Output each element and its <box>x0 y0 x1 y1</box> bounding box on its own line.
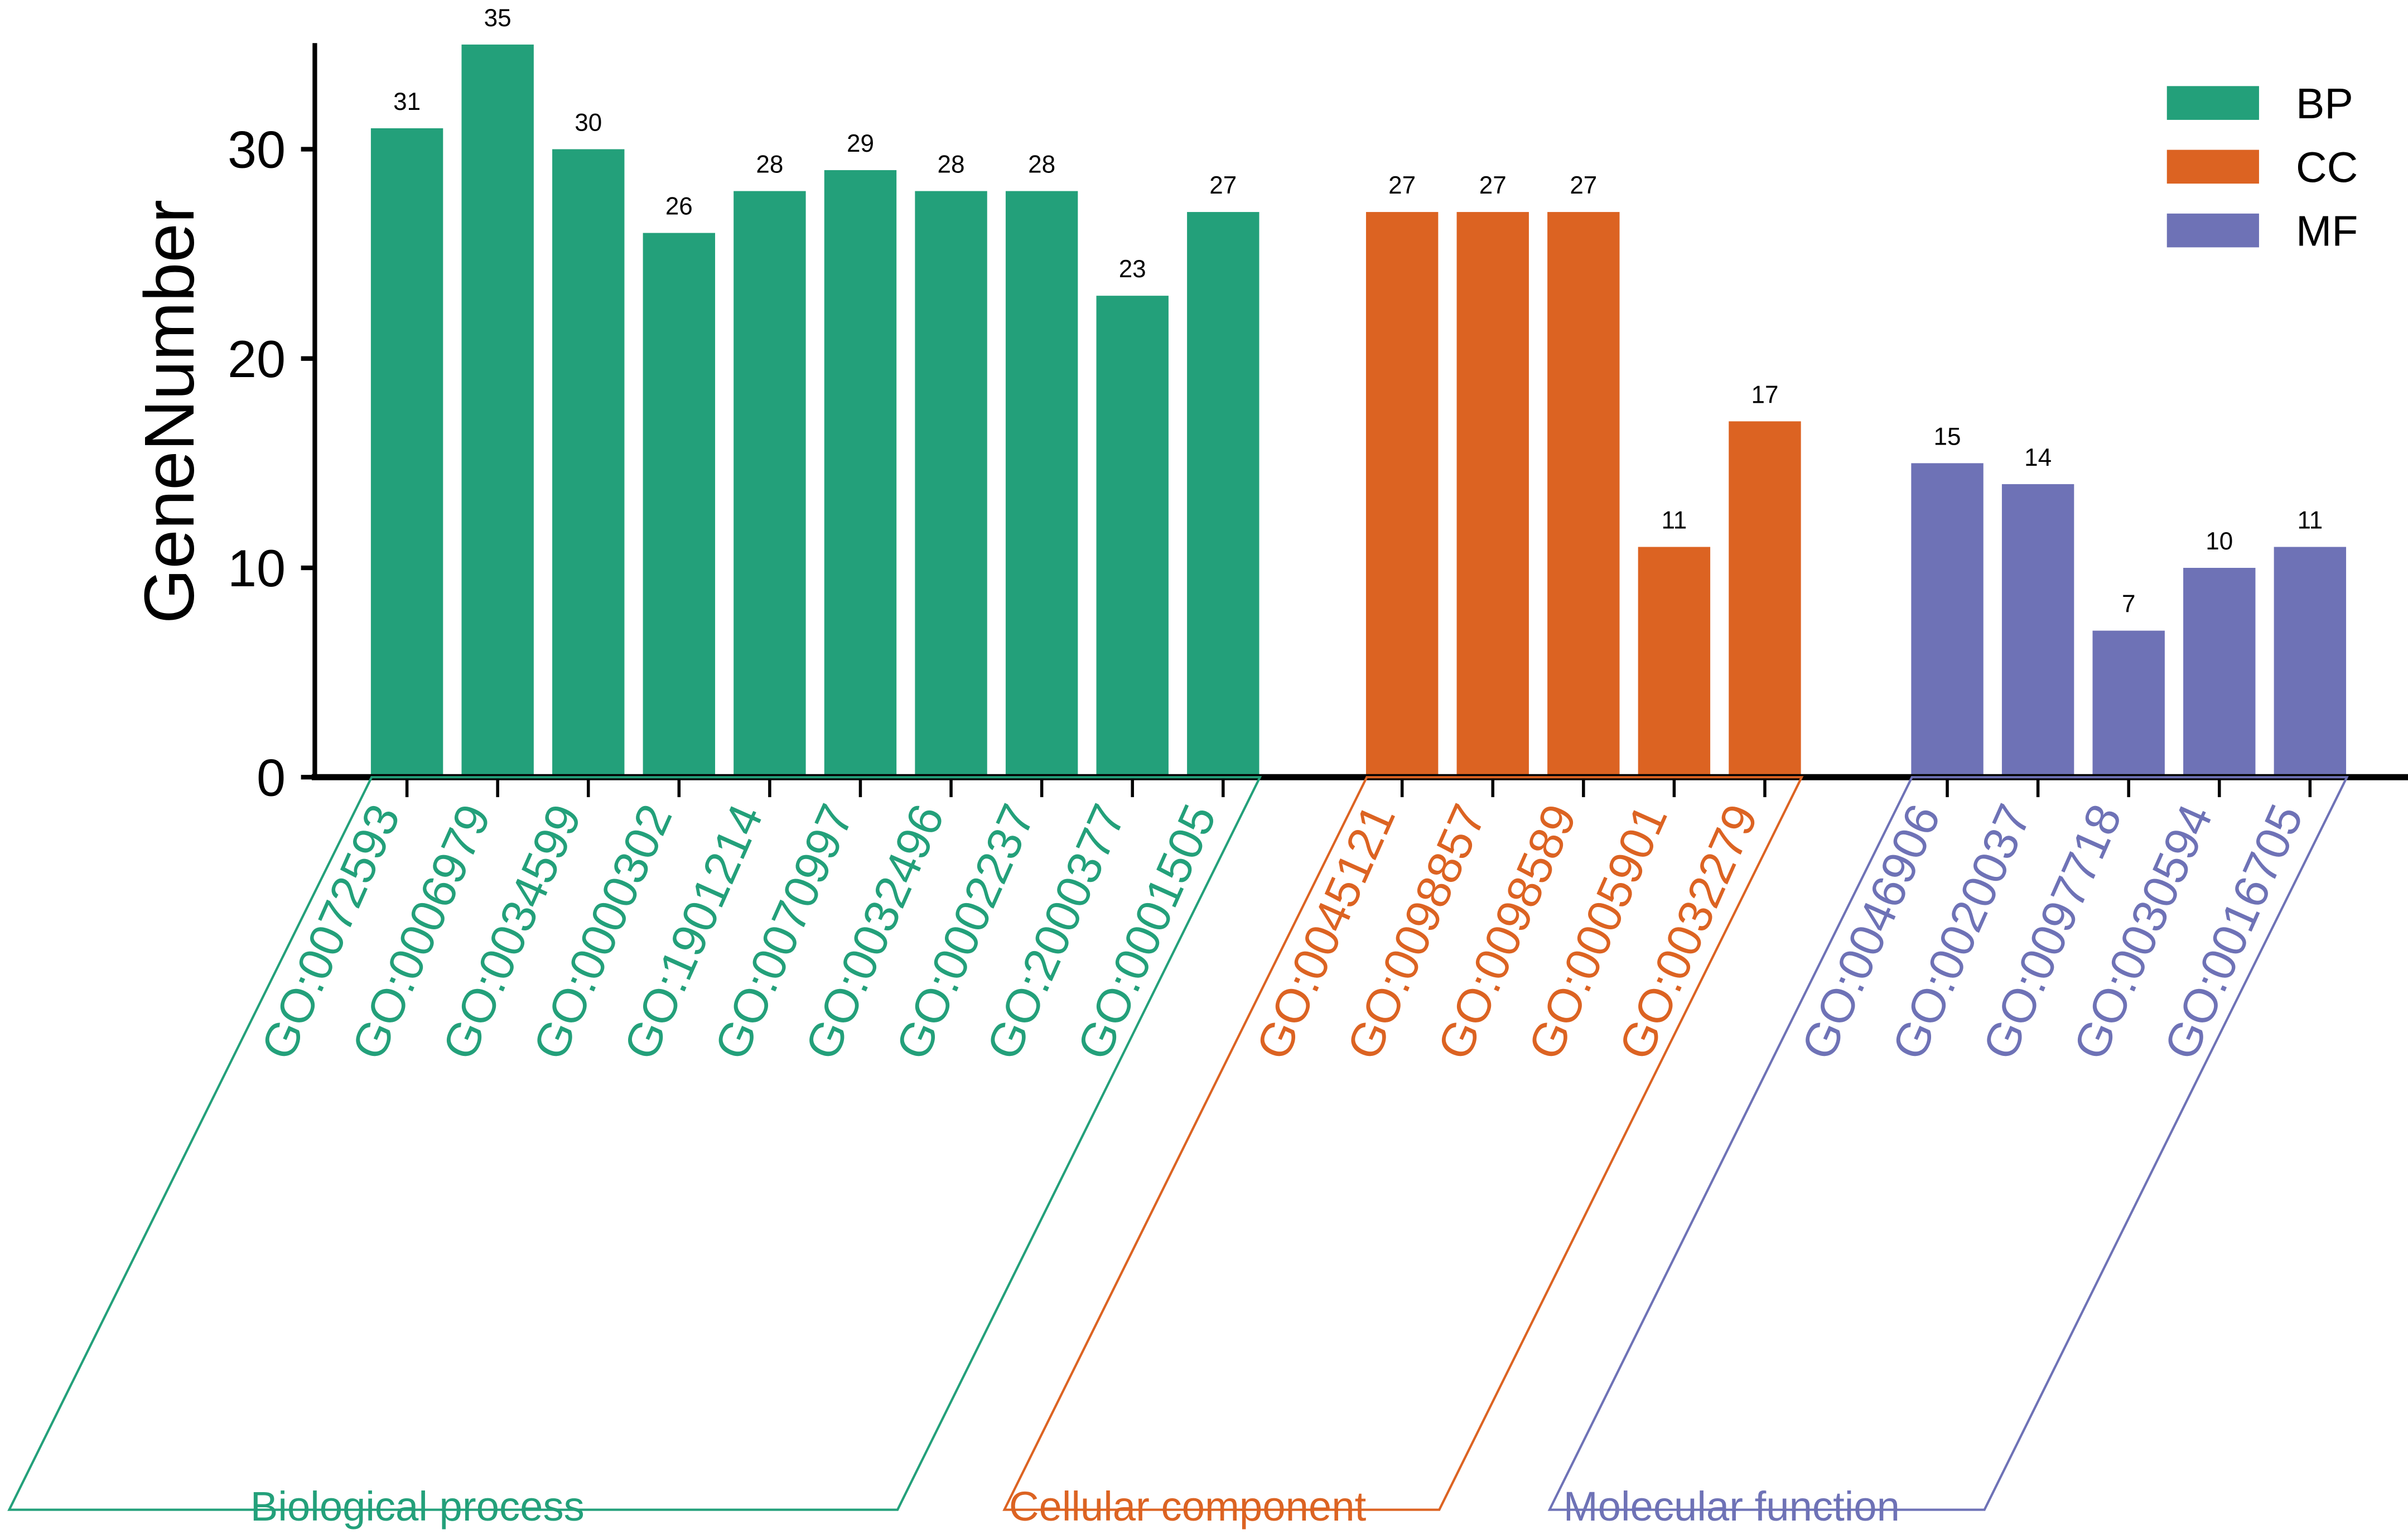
bar-cc <box>1456 212 1529 778</box>
bar-value-label: 27 <box>1388 172 1416 199</box>
bar-bp <box>461 44 534 778</box>
bar-value-label: 15 <box>1934 423 1961 450</box>
bar-value-label: 28 <box>938 151 965 178</box>
group-bracket-bp <box>7 776 1262 1511</box>
y-tick-label: 30 <box>228 120 286 179</box>
bar-bp <box>1096 296 1169 778</box>
bar-cc <box>1638 547 1711 778</box>
y-tick-label: 0 <box>257 748 286 807</box>
bar-cc <box>1729 421 1801 778</box>
bar-bp <box>370 128 443 778</box>
bar-mf <box>2183 568 2256 778</box>
bar-bp <box>552 149 625 778</box>
legend-label: CC <box>2296 143 2358 191</box>
bar-bp <box>1187 212 1260 778</box>
group-title: Biological process <box>250 1483 585 1530</box>
legend-label: MF <box>2296 208 2358 255</box>
bars: 31 35 30 26 28 29 28 28 23 27 27 27 27 11 17 15 14 7 10 11 <box>370 4 2347 778</box>
category-groups: GO:0072593GO:0006979GO:0034599GO:0000302… <box>7 776 2349 1530</box>
group-title: Molecular function <box>1563 1483 1900 1530</box>
bar-value-label: 17 <box>1751 381 1778 408</box>
bar-mf <box>2001 484 2074 778</box>
bar-value-label: 29 <box>847 130 874 157</box>
bar-mf <box>1911 463 1984 778</box>
bar-bp <box>734 191 806 778</box>
bar-cc <box>1547 212 1620 778</box>
bar-bp <box>824 170 897 778</box>
bar-value-label: 11 <box>2297 506 2323 534</box>
bar-value-label: 27 <box>1479 172 1507 199</box>
y-tick-label: 10 <box>228 539 286 597</box>
legend-label: BP <box>2296 80 2353 128</box>
bar-bp <box>1005 191 1078 778</box>
bar-value-label: 28 <box>756 151 783 178</box>
y-axis-label: GeneNumber <box>129 200 209 624</box>
bar-mf <box>2274 547 2347 778</box>
bar-value-label: 27 <box>1570 172 1597 199</box>
group-title: Cellular component <box>1009 1483 1367 1530</box>
bar-value-label: 14 <box>2024 444 2052 471</box>
bar-value-label: 26 <box>665 193 693 220</box>
legend-swatch-bp <box>2166 86 2259 120</box>
bar-value-label: 27 <box>1209 172 1237 199</box>
bar-mf <box>2092 630 2165 778</box>
bar-value-label: 30 <box>575 109 602 136</box>
bar-value-label: 7 <box>2122 591 2136 618</box>
bar-value-label: 11 <box>1662 506 1687 534</box>
group-bracket-cc <box>1002 776 1804 1511</box>
legend: BP CC MF <box>2166 80 2358 255</box>
bar-value-label: 28 <box>1028 151 1055 178</box>
y-tick-label: 20 <box>228 330 286 388</box>
bar-value-label: 35 <box>484 4 511 32</box>
bar-value-label: 31 <box>393 88 421 115</box>
group-bracket-mf <box>1547 776 2349 1511</box>
bar-bp <box>915 191 987 778</box>
bar-cc <box>1365 212 1439 778</box>
legend-swatch-mf <box>2166 213 2259 248</box>
bar-value-label: 10 <box>2206 528 2233 555</box>
bar-bp <box>643 233 716 778</box>
y-ticks: 0 10 20 30 <box>228 120 315 807</box>
legend-swatch-cc <box>2166 149 2259 184</box>
bar-value-label: 23 <box>1119 255 1146 283</box>
